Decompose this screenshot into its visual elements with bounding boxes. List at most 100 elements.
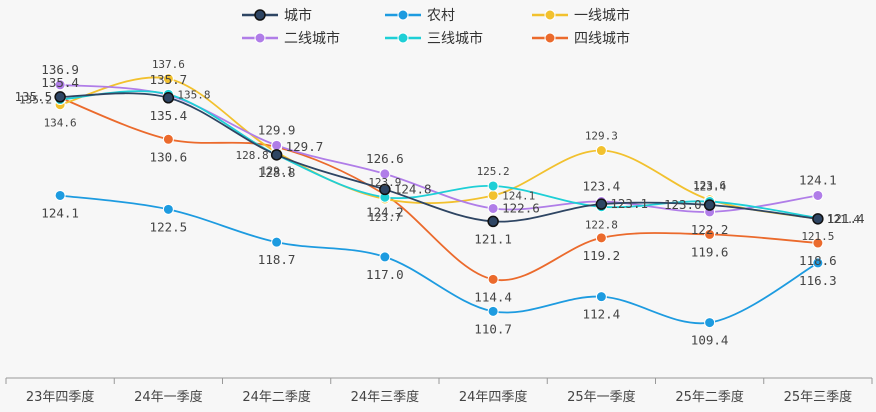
data-label-series-6-5: 114.4 — [474, 289, 512, 304]
data-label-series-1-4: 124.8 — [394, 181, 432, 196]
x-tick-label-6: 25年一季度 — [567, 389, 636, 405]
point-series-4-5[interactable] — [487, 202, 499, 214]
point-series-5-5[interactable] — [487, 180, 499, 192]
legend-label-2: 农村 — [427, 8, 455, 24]
legend-label-3: 一线城市 — [574, 7, 630, 24]
point-series-6-6[interactable] — [595, 232, 607, 244]
legend-item-1[interactable]: 城市 — [242, 7, 312, 24]
x-tick-label-5: 24年四季度 — [459, 389, 528, 405]
data-label-series-4-5: 122.6 — [502, 200, 540, 215]
data-label-series-6-4: 124.2 — [366, 205, 404, 220]
data-label-series-4-2: 135.7 — [150, 72, 188, 87]
legend-marker-2 — [397, 9, 409, 21]
point-series-4-1[interactable] — [54, 79, 66, 91]
point-series-3-6[interactable] — [595, 145, 607, 157]
point-series-2-6[interactable] — [595, 291, 607, 303]
x-tick-label-1: 23年四季度 — [26, 389, 95, 405]
point-series-1-4[interactable] — [379, 183, 391, 196]
data-label-series-6-8: 118.6 — [799, 253, 837, 268]
data-label-series-5-6: 122.8 — [585, 219, 618, 232]
data-label-series-1-5: 121.1 — [474, 231, 512, 246]
data-label-series-6-2: 130.6 — [150, 149, 188, 164]
data-label-series-2-4: 117.0 — [366, 267, 404, 282]
x-tick-label-7: 25年二季度 — [675, 389, 744, 405]
legend-marker-5 — [397, 32, 409, 44]
line-series-3 — [59, 76, 819, 220]
point-series-2-5[interactable] — [487, 305, 499, 317]
line-series-1 — [60, 92, 818, 223]
data-label-series-2-8: 116.3 — [799, 273, 837, 288]
point-series-2-7[interactable] — [704, 317, 716, 329]
data-label-series-2-2: 122.5 — [150, 219, 188, 234]
point-series-4-4[interactable] — [379, 168, 391, 180]
x-tick-label-2: 24年一季度 — [134, 389, 203, 405]
x-tick-label-4: 24年三季度 — [351, 389, 420, 405]
data-label-series-3-3: 129.1 — [260, 164, 293, 177]
x-tick-label-3: 24年二季度 — [242, 389, 311, 405]
line-series-5 — [60, 90, 819, 219]
series-lines — [59, 76, 819, 325]
point-series-4-3[interactable] — [271, 139, 283, 151]
data-label-series-3-4: 123.7 — [368, 211, 401, 224]
legend-label-5: 三线城市 — [427, 30, 483, 47]
data-label-series-2-1: 124.1 — [41, 205, 79, 220]
legend-marker-1 — [254, 9, 266, 21]
data-label-series-5-4: 123.9 — [368, 176, 401, 189]
data-label-series-2-7: 109.4 — [691, 333, 729, 348]
point-series-3-5[interactable] — [487, 189, 499, 201]
x-axis: 23年四季度 24年一季度 24年二季度 24年三季度 24年四季度 25年一季度 25年二… — [5, 377, 873, 405]
point-series-4-8[interactable] — [812, 189, 824, 201]
data-label-series-5-7: 123.4 — [693, 181, 726, 194]
data-points — [54, 73, 824, 329]
point-series-6-2[interactable] — [162, 133, 174, 145]
data-label-series-5-5: 125.2 — [477, 165, 510, 178]
point-series-1-6[interactable] — [595, 198, 608, 210]
data-label-series-3-2: 137.6 — [152, 58, 185, 71]
data-label-series-1-3: 128.8 — [258, 165, 296, 180]
point-series-1-2[interactable] — [162, 92, 175, 104]
data-label-series-5-3: 128.8 — [236, 149, 269, 162]
legend-item-3[interactable]: 一线城市 — [532, 7, 630, 24]
point-series-2-1[interactable] — [54, 189, 66, 201]
data-label-series-4-3: 129.9 — [258, 122, 296, 137]
point-series-3-2[interactable] — [162, 73, 174, 85]
data-label-series-1-1: 135.5 — [14, 89, 52, 104]
legend-label-4: 二线城市 — [284, 30, 340, 47]
legend-marker-4 — [254, 32, 266, 44]
data-label-series-4-7: 122.2 — [691, 222, 729, 237]
point-series-2-8[interactable] — [812, 257, 824, 269]
point-series-1-7[interactable] — [703, 199, 716, 211]
data-label-series-6-6: 119.2 — [583, 248, 621, 263]
point-series-1-8[interactable] — [812, 213, 824, 225]
point-series-1-1[interactable] — [54, 91, 66, 103]
legend-label-6: 四线城市 — [574, 30, 630, 47]
line-series-6 — [59, 96, 818, 282]
point-series-6-7[interactable] — [704, 228, 716, 240]
data-label-series-4-1: 136.9 — [41, 62, 79, 77]
data-label-series-3-5: 124.1 — [502, 189, 535, 202]
data-label-series-3-1: 134.6 — [44, 117, 77, 130]
point-series-2-2[interactable] — [162, 203, 174, 215]
legend-item-6[interactable]: 四线城市 — [532, 30, 630, 47]
point-series-2-3[interactable] — [271, 236, 283, 248]
data-label-series-1-7: 123.0 — [664, 197, 702, 212]
data-label-series-4-6: 123.4 — [583, 179, 621, 194]
x-tick-label-8: 25年三季度 — [784, 389, 853, 405]
legend-item-2[interactable]: 农村 — [385, 8, 455, 24]
point-series-1-5[interactable] — [487, 215, 499, 228]
legend-item-5[interactable]: 三线城市 — [385, 30, 483, 47]
point-series-6-8[interactable] — [812, 237, 824, 249]
data-label-series-1-6: 123.1 — [610, 196, 648, 211]
data-label-series-5-2: 135.8 — [177, 88, 210, 101]
legend-marker-6 — [544, 32, 556, 44]
point-series-2-4[interactable] — [379, 251, 391, 263]
point-series-1-3[interactable] — [270, 149, 283, 161]
data-label-series-6-1: 135.4 — [41, 75, 79, 90]
data-label-series-4-4: 126.6 — [366, 151, 404, 166]
legend-item-4[interactable]: 二线城市 — [242, 30, 340, 47]
point-series-6-5[interactable] — [487, 273, 499, 285]
data-label-series-1-2: 135.4 — [150, 108, 188, 123]
